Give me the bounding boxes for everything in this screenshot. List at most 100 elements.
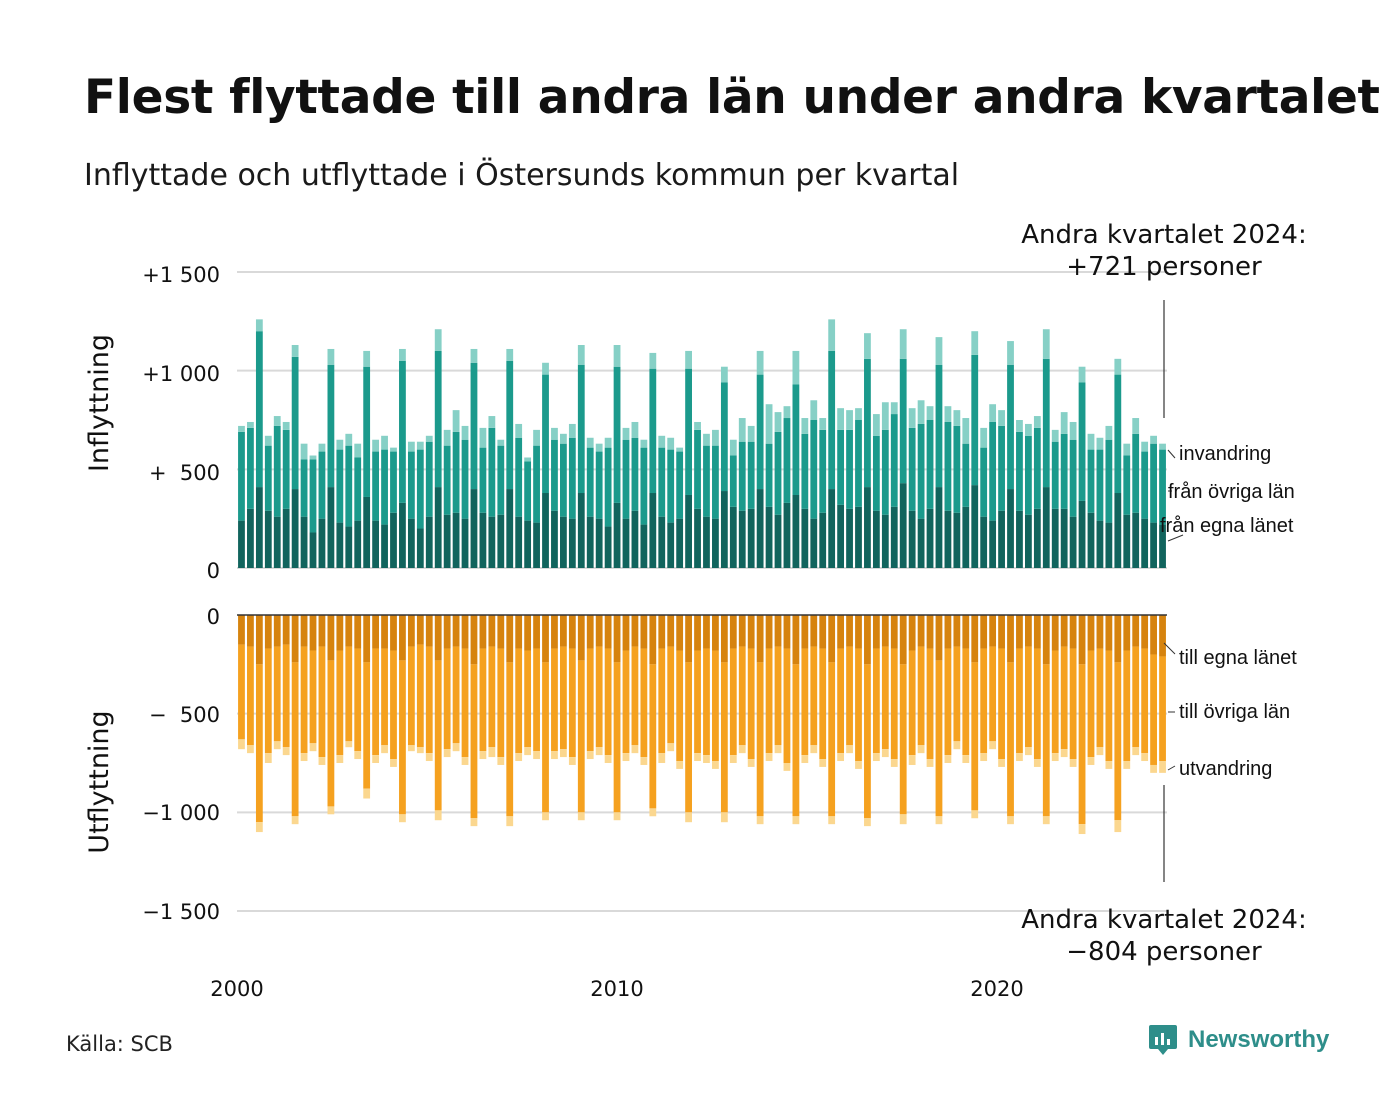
bar-outflow-segment xyxy=(640,615,648,649)
bar-outflow-segment xyxy=(756,662,764,817)
bar-inflow-segment xyxy=(917,400,925,424)
bar-inflow-segment xyxy=(828,489,836,568)
bar-inflow-segment xyxy=(533,445,540,523)
bar-outflow-segment xyxy=(327,806,335,815)
bar-inflow-segment xyxy=(837,429,845,505)
bar-outflow-segment xyxy=(864,615,871,665)
bar-outflow-segment xyxy=(1087,757,1095,765)
bar-inflow-segment xyxy=(255,331,263,488)
bar-inflow-segment xyxy=(568,518,576,568)
bar-inflow-segment xyxy=(604,526,612,568)
bar-inflow-segment xyxy=(604,437,612,448)
bar-outflow-segment xyxy=(434,615,442,661)
bar-inflow-segment xyxy=(238,520,245,568)
bar-outflow-segment xyxy=(998,648,1005,760)
label-fran-egna-lanet: från egna länet xyxy=(1160,515,1294,537)
bar-inflow-segment xyxy=(926,508,934,568)
bar-inflow-segment xyxy=(712,445,719,519)
bar-inflow-segment xyxy=(1025,423,1032,436)
bar-outflow-segment xyxy=(363,662,371,789)
bar-inflow-segment xyxy=(908,408,916,428)
newsworthy-logo: Newsworthy xyxy=(1148,1023,1329,1057)
bar-outflow-segment xyxy=(1105,615,1113,651)
bar-inflow-segment xyxy=(1051,508,1059,568)
bar-inflow-segment xyxy=(1141,441,1149,452)
bar-outflow-segment xyxy=(318,757,326,765)
bar-outflow-segment xyxy=(282,747,290,756)
bar-outflow-segment xyxy=(264,615,272,649)
bar-inflow-segment xyxy=(613,345,621,367)
bar-inflow-segment xyxy=(640,447,648,525)
bar-inflow-segment xyxy=(1007,364,1014,490)
bar-outflow-segment xyxy=(720,615,728,663)
bar-outflow-segment xyxy=(962,755,970,763)
bar-inflow-segment xyxy=(855,408,862,420)
bar-inflow-segment xyxy=(479,447,487,513)
bar-inflow-segment xyxy=(685,368,692,495)
bar-inflow-segment xyxy=(533,522,540,568)
bar-inflow-segment xyxy=(774,514,782,568)
bar-inflow-segment xyxy=(792,494,800,568)
bar-inflow-segment xyxy=(980,447,988,517)
bar-inflow-segment xyxy=(1105,439,1113,523)
bar-inflow-segment xyxy=(443,514,451,568)
bar-inflow-segment xyxy=(1141,518,1149,568)
bar-inflow-segment xyxy=(998,410,1005,426)
bar-inflow-segment xyxy=(1042,358,1050,488)
bar-inflow-segment xyxy=(962,418,970,444)
bar-inflow-segment xyxy=(551,439,558,511)
bar-inflow-segment xyxy=(640,524,648,568)
bar-outflow-segment xyxy=(971,810,979,819)
bar-outflow-segment xyxy=(613,662,621,813)
inflow-bars xyxy=(238,319,1166,568)
bar-outflow-segment xyxy=(720,662,728,813)
bar-outflow-segment xyxy=(1114,615,1122,663)
bar-outflow-segment xyxy=(524,615,532,651)
bar-inflow-segment xyxy=(1016,420,1023,432)
bar-inflow-segment xyxy=(264,435,272,446)
bar-outflow-segment xyxy=(264,753,272,763)
bar-inflow-segment xyxy=(542,493,549,568)
bar-inflow-segment xyxy=(390,451,397,513)
bar-outflow-segment xyxy=(452,646,460,744)
bar-outflow-segment xyxy=(971,615,979,663)
bar-outflow-segment xyxy=(327,660,335,807)
bar-outflow-segment xyxy=(631,646,639,746)
bar-outflow-segment xyxy=(300,753,308,762)
bar-outflow-segment xyxy=(667,646,675,744)
bar-outflow-segment xyxy=(470,818,478,827)
bar-inflow-segment xyxy=(1123,514,1131,568)
bar-outflow-segment xyxy=(890,759,898,767)
bar-outflow-segment xyxy=(1069,759,1077,767)
bar-inflow-segment xyxy=(577,493,585,568)
bar-inflow-segment xyxy=(354,520,362,568)
bar-outflow-segment xyxy=(399,660,406,815)
bar-inflow-segment xyxy=(560,516,567,568)
bar-inflow-segment xyxy=(533,429,540,446)
bar-inflow-segment xyxy=(971,331,979,355)
bar-outflow-segment xyxy=(783,615,791,649)
bar-outflow-segment xyxy=(586,751,594,760)
bar-outflow-segment xyxy=(488,646,496,748)
bar-outflow-segment xyxy=(810,745,818,754)
bar-outflow-segment xyxy=(345,615,353,647)
bar-outflow-segment xyxy=(944,755,952,763)
y-tick-in-0: 0 xyxy=(207,559,220,583)
bar-inflow-segment xyxy=(354,457,362,521)
bar-inflow-segment xyxy=(282,421,290,430)
bar-outflow-segment xyxy=(264,648,272,754)
bar-inflow-segment xyxy=(416,449,424,529)
bar-inflow-segment xyxy=(989,421,997,521)
bar-outflow-segment xyxy=(801,648,809,756)
bar-inflow-segment xyxy=(372,520,380,568)
bar-inflow-segment xyxy=(291,489,299,568)
bar-outflow-segment xyxy=(685,812,692,823)
label-till-egna-lanet: till egna länet xyxy=(1179,647,1297,669)
leader-till-egna-lanet xyxy=(1163,642,1176,655)
bar-inflow-segment xyxy=(971,354,979,486)
bar-inflow-segment xyxy=(1042,487,1050,568)
bar-inflow-segment xyxy=(649,352,657,369)
bar-inflow-segment xyxy=(560,443,567,517)
bar-outflow-segment xyxy=(452,743,460,752)
